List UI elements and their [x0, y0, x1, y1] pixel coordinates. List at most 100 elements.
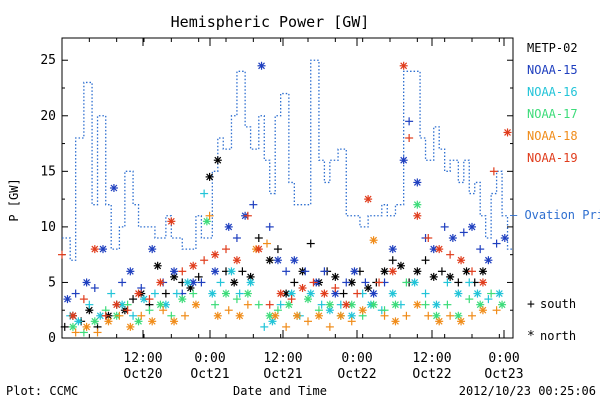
marker-stroke: [214, 156, 222, 164]
marker-stroke: [411, 279, 419, 286]
point-north: [257, 61, 266, 70]
point-north: [68, 322, 77, 331]
marker-stroke: [389, 290, 397, 297]
point-south: [161, 289, 170, 298]
marker-stroke: [258, 62, 265, 70]
point-north: [276, 289, 285, 298]
marker-stroke: [64, 295, 71, 303]
marker-stroke: [74, 317, 82, 325]
marker-stroke: [315, 312, 323, 320]
point-north: [82, 322, 91, 331]
point-north: [167, 217, 176, 226]
point-north: [413, 300, 422, 309]
point-north: [331, 272, 340, 281]
footer-right: 2012/10/23 00:25:06: [459, 384, 596, 398]
marker-stroke: [91, 317, 99, 325]
marker-stroke: [225, 223, 233, 231]
point-south: [465, 278, 474, 287]
marker-stroke: [370, 301, 378, 309]
point-south: [194, 272, 203, 281]
marker-stroke: [449, 234, 457, 242]
marker-stroke: [435, 317, 443, 325]
point-north: [454, 289, 463, 298]
point-north: [413, 267, 422, 276]
marker-stroke: [479, 267, 487, 275]
point-south: [443, 300, 452, 309]
point-north: [413, 211, 422, 220]
marker-stroke: [446, 273, 454, 281]
point-south: [60, 322, 69, 331]
point-south: [265, 300, 274, 309]
point-south: [101, 311, 110, 320]
point-north: [388, 289, 397, 298]
legend-entry: NOAA-18: [527, 129, 578, 143]
point-north: [457, 256, 466, 265]
marker-stroke: [457, 256, 465, 264]
point-north: [104, 317, 113, 326]
point-north: [325, 300, 334, 309]
x-tick-label-date: Oct21: [263, 367, 302, 382]
marker-stroke: [214, 312, 222, 320]
footer-left: Plot: CCMC: [6, 384, 78, 398]
marker-stroke: [331, 290, 339, 297]
point-south: [487, 289, 496, 298]
marker-stroke: [228, 267, 235, 275]
marker-stroke: [105, 317, 112, 325]
point-south: [388, 256, 397, 265]
point-north: [126, 322, 135, 331]
point-north: [435, 245, 444, 254]
point-north: [320, 289, 329, 298]
point-south: [309, 278, 318, 287]
point-south: [282, 322, 291, 331]
point-south: [211, 300, 220, 309]
marker-stroke: [255, 245, 263, 253]
point-north: [202, 217, 211, 226]
point-north: [134, 289, 143, 298]
point-north: [271, 311, 280, 320]
point-north: [484, 256, 493, 265]
point-north: [178, 295, 187, 304]
marker-stroke: [457, 317, 465, 325]
point-north: [454, 311, 463, 320]
point-north: [265, 311, 274, 320]
marker-stroke: [211, 251, 219, 259]
point-south: [79, 295, 88, 304]
legend: METP-02 NOAA-15 NOAA-16 NOAA-17 NOAA-18 NOAA-…: [510, 41, 600, 344]
point-north: [399, 156, 408, 165]
marker-stroke: [320, 290, 328, 297]
marker-stroke: [495, 290, 503, 297]
marker-stroke: [211, 267, 219, 275]
point-north: [156, 300, 165, 309]
marker-stroke: [504, 129, 511, 136]
point-south: [93, 328, 102, 337]
marker-stroke: [118, 301, 126, 309]
legend-ovation: — Ovation Prime HPI: [510, 208, 600, 222]
x-tick-label-date: Oct21: [190, 367, 229, 382]
marker-stroke: [126, 323, 134, 331]
point-north: [446, 272, 455, 281]
point-north: [473, 289, 482, 298]
y-tick-label: 25: [40, 53, 56, 68]
point-south: [421, 256, 430, 265]
point-north: [161, 300, 170, 309]
point-south: [276, 300, 285, 309]
x-tick-label-time: 0:00: [194, 351, 225, 366]
point-north: [109, 184, 118, 192]
y-tick-label: 20: [40, 109, 56, 124]
marker-stroke: [69, 312, 77, 320]
point-north: [222, 289, 230, 298]
point-north: [284, 300, 293, 309]
point-south: [492, 239, 501, 248]
point-south: [424, 311, 433, 320]
point-south: [459, 228, 468, 237]
marker-stroke: [370, 290, 378, 297]
point-north: [156, 278, 165, 287]
point-south: [325, 322, 334, 331]
x-tick-label-time: 12:00: [263, 351, 302, 366]
point-south: [402, 278, 411, 287]
marker-stroke: [479, 306, 487, 314]
point-south: [347, 317, 356, 326]
point-south: [197, 278, 206, 287]
point-south: [254, 300, 263, 309]
